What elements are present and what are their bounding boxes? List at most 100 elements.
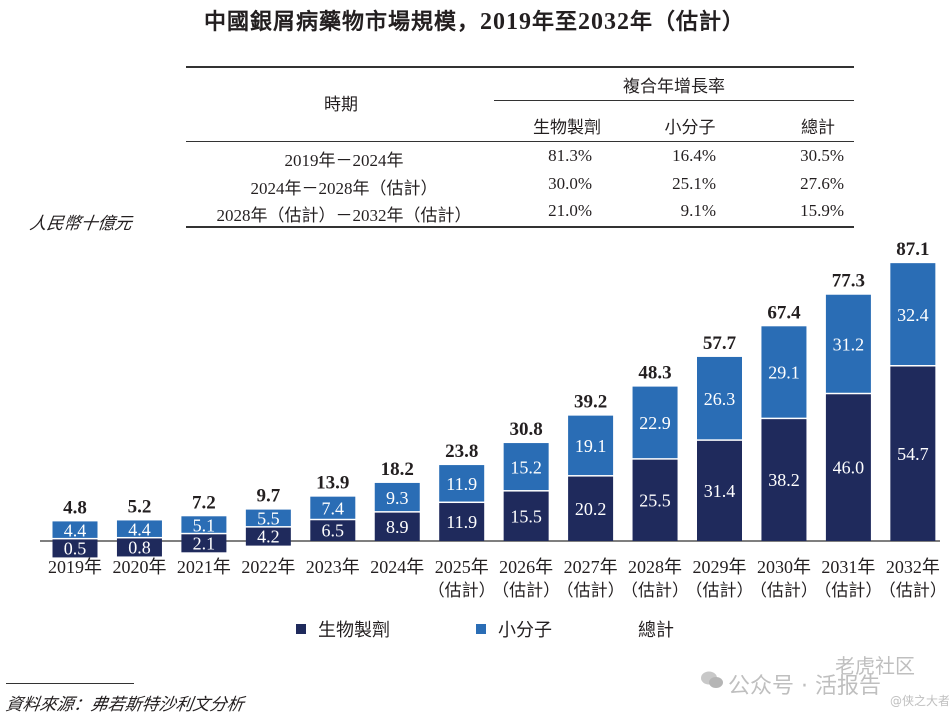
bar-biologics: [116, 538, 162, 557]
title-prefix: 中國銀屑病藥物市場規模，: [203, 10, 480, 35]
legend-label: 小分子: [498, 620, 552, 641]
bar-small-molecule: [632, 386, 678, 459]
data-label-total: 57.7: [703, 333, 737, 354]
data-label-biologics: 38.2: [768, 470, 800, 490]
x-tick-label: 2026年: [499, 557, 553, 577]
data-label-total: 23.8: [445, 441, 478, 462]
x-tick-sublabel: （估計）: [428, 581, 496, 601]
data-label-small-molecule: 7.4: [322, 498, 345, 518]
data-label-biologics: 8.9: [386, 517, 409, 537]
data-label-small-molecule: 29.1: [768, 363, 800, 383]
bar-biologics: [568, 476, 614, 541]
data-label-total: 18.2: [381, 459, 414, 480]
data-label-small-molecule: 31.2: [833, 334, 865, 354]
title-year-end: 2032: [578, 9, 630, 35]
data-label-small-molecule: 26.3: [704, 389, 736, 409]
source-note: 資料來源：弗若斯特沙利文分析: [4, 695, 246, 715]
x-tick-label: 2028年: [628, 557, 682, 577]
data-label-total: 77.3: [832, 271, 865, 292]
x-tick-label: 2019年: [48, 557, 102, 577]
column-header-total: 總計: [801, 118, 835, 138]
watermark-main: 公众号 · 活报告: [728, 674, 881, 699]
table-bottom-rule: [186, 226, 854, 228]
data-label-total: 87.1: [896, 239, 929, 260]
data-label-small-molecule: 15.2: [510, 457, 542, 477]
legend-label: 生物製劑: [318, 620, 390, 641]
table-cell: 15.9%: [800, 201, 844, 220]
x-tick-label: 2023年: [306, 557, 360, 577]
bar-small-molecule: [761, 326, 807, 418]
data-label-total: 48.3: [638, 363, 671, 384]
title-mid: 年至: [531, 10, 578, 35]
wechat-icon: [701, 671, 723, 688]
x-tick-label: 2020年: [112, 557, 166, 577]
data-label-small-molecule: 9.3: [386, 488, 409, 508]
data-label-total: 5.2: [128, 496, 152, 517]
data-label-biologics: 54.7: [897, 444, 929, 464]
title-year-start: 2019: [479, 9, 532, 35]
table-top-rule: [186, 66, 854, 68]
data-label-total: 30.8: [510, 419, 543, 440]
bar-small-molecule: [890, 263, 936, 366]
bar-biologics: [374, 512, 420, 541]
table-cell: 81.3%: [548, 146, 592, 165]
bar-biologics: [181, 534, 227, 553]
bar-small-molecule: [310, 496, 356, 519]
data-label-biologics: 25.5: [639, 490, 671, 510]
x-tick-label: 2031年: [821, 557, 875, 577]
legend-item-total: 總計: [638, 616, 674, 642]
table-row-period: 2019年－2024年: [284, 151, 404, 170]
bar-small-molecule: [374, 482, 420, 512]
watermark-sub: @侠之大者: [890, 694, 949, 708]
data-label-biologics: 31.4: [704, 481, 736, 501]
data-label-biologics: 20.2: [575, 499, 607, 519]
bar-small-molecule: [503, 443, 549, 491]
bar-biologics: [632, 459, 678, 541]
table-cell: 21.0%: [548, 201, 592, 220]
data-label-biologics: 46.0: [833, 458, 865, 478]
bar-biologics: [245, 527, 291, 546]
bar-biologics: [890, 366, 936, 541]
x-tick-sublabel: （估計）: [814, 581, 882, 601]
x-tick-label: 2022年: [241, 557, 295, 577]
column-header-small-molecule: 小分子: [664, 118, 716, 138]
bar-small-molecule: [825, 294, 871, 393]
table-header-rule: [186, 141, 854, 142]
data-label-biologics: 0.8: [128, 537, 151, 557]
bar-biologics: [825, 394, 871, 541]
x-tick-label: 2024年: [370, 557, 424, 577]
x-tick-label: 2029年: [693, 557, 747, 577]
column-header-biologics: 生物製劑: [533, 118, 601, 138]
table-cell: 27.6%: [800, 174, 844, 193]
data-label-total: 7.2: [192, 492, 216, 513]
data-label-total: 67.4: [767, 302, 801, 323]
table-row-period: 2024年－2028年（估計）: [250, 179, 438, 198]
data-label-small-molecule: 4.4: [64, 520, 87, 540]
bar-small-molecule: [52, 521, 98, 538]
x-tick-sublabel: （估計）: [750, 581, 818, 601]
watermark-top: 老虎社区: [835, 654, 915, 678]
x-tick-label: 2027年: [564, 557, 618, 577]
data-label-small-molecule: 11.9: [446, 474, 477, 494]
legend-item-small-molecule: 小分子: [476, 616, 552, 642]
bar-biologics: [52, 539, 98, 558]
cagr-group-header: 複合年增長率: [623, 77, 725, 97]
data-label-biologics: 2.1: [193, 533, 216, 553]
x-tick-sublabel: （估計）: [621, 581, 689, 601]
legend-swatch-small-molecule: [476, 624, 486, 634]
period-header: 時期: [324, 95, 358, 115]
data-label-small-molecule: 5.1: [193, 515, 216, 535]
bar-small-molecule: [245, 509, 291, 527]
legend-item-biologics: 生物製劑: [296, 616, 390, 642]
bar-small-molecule: [697, 356, 742, 440]
data-label-small-molecule: 4.4: [128, 519, 151, 539]
data-label-total: 4.8: [63, 497, 87, 518]
legend-label: 總計: [638, 620, 674, 641]
data-label-biologics: 0.5: [64, 538, 87, 558]
chart-title: 中國銀屑病藥物市場規模，2019年至2032年（估計）: [0, 4, 949, 36]
data-label-biologics: 6.5: [322, 521, 345, 541]
data-label-biologics: 11.9: [446, 512, 477, 532]
stacked-bar-chart: 0.54.44.82019年0.84.45.22020年2.15.17.2202…: [40, 239, 947, 601]
table-cell: 9.1%: [680, 201, 716, 220]
data-label-total: 39.2: [574, 392, 607, 413]
